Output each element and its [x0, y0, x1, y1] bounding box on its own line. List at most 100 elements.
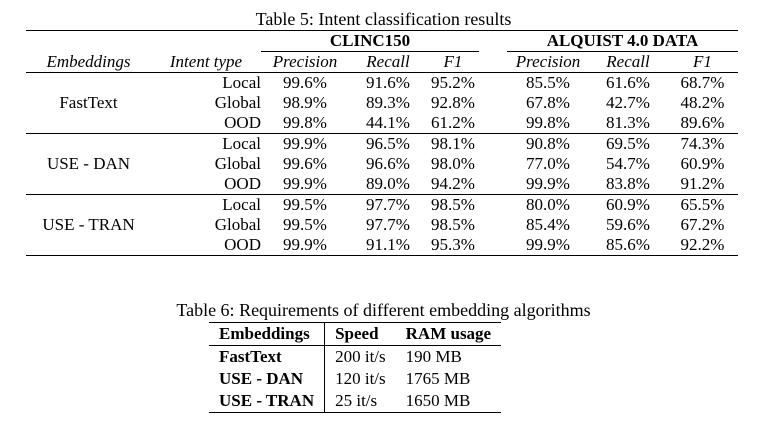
table-row: Global 99.5% 97.7% 98.5% 85.4% 59.6% 67.…	[26, 215, 738, 235]
speed-value: 120 it/s	[335, 369, 386, 388]
cell-value: 98.1%	[427, 133, 479, 154]
col-header-intent-type: Intent type	[169, 51, 243, 71]
table-row: USE - TRAN Local 99.5% 97.7% 98.5% 80.0%…	[26, 194, 738, 256]
cell-value: 69.5%	[589, 133, 667, 154]
cell-value: 99.6%	[283, 154, 327, 173]
cell-value: 74.3%	[667, 133, 738, 154]
cell-value: 95.2%	[427, 72, 479, 93]
col-header-ram-usage: RAM usage	[395, 322, 502, 346]
embedding-name: USE - DAN	[26, 133, 151, 195]
cell-value: 96.5%	[349, 133, 427, 154]
cell-value: 99.9%	[283, 174, 327, 193]
ram-value: 1650 MB	[395, 390, 502, 413]
col-header-recall: Recall	[366, 52, 410, 71]
intent-type: OOD	[151, 235, 261, 256]
table-row: OOD 99.9% 91.1% 95.3% 99.9% 85.6% 92.2%	[26, 235, 738, 256]
cell-value: 99.9%	[261, 235, 349, 256]
cell-value: 81.3%	[606, 113, 650, 132]
col-header-precision: Precision	[515, 52, 581, 71]
col-header-f1: F1	[443, 52, 463, 71]
speed-value: 200 it/s	[335, 347, 386, 366]
cell-value: 90.8%	[507, 133, 589, 154]
cell-value: 54.7%	[606, 154, 650, 173]
cell-value: 99.8%	[283, 113, 327, 132]
cell-value: 98.0%	[431, 154, 475, 173]
intent-type: Local	[151, 72, 261, 93]
cell-value: 68.7%	[667, 72, 738, 93]
cell-value: 97.7%	[366, 215, 410, 234]
table6-caption: Table 6: Requirements of different embed…	[176, 300, 591, 320]
embedding-requirements-table: Embeddings Speed RAM usage FastText 200 …	[209, 322, 502, 413]
cell-value: 97.7%	[349, 194, 427, 215]
col-header-recall: Recall	[606, 52, 650, 71]
cell-value: 92.2%	[667, 235, 738, 256]
intent-type: Local	[151, 133, 261, 154]
cell-value: 98.5%	[431, 215, 475, 234]
cell-value: 65.5%	[667, 194, 738, 215]
table-row: USE - DAN Local 99.9% 96.5% 98.1% 90.8% …	[26, 133, 738, 195]
cell-value: 99.6%	[261, 72, 349, 93]
cell-value: 61.2%	[431, 113, 475, 132]
cell-value: 44.1%	[366, 113, 410, 132]
col-header-f1: F1	[693, 52, 712, 71]
table5-group-header-row: CLINC150 ALQUIST 4.0 DATA	[26, 30, 738, 52]
ram-value: 190 MB	[405, 347, 462, 366]
cell-value: 99.9%	[526, 174, 570, 193]
table-row: Global 99.6% 96.6% 98.0% 77.0% 54.7% 60.…	[26, 154, 738, 174]
table-row: FastText 200 it/s 190 MB	[209, 345, 501, 368]
table-row: Global 98.9% 89.3% 92.8% 67.8% 42.7% 48.…	[26, 93, 738, 113]
cell-value: 91.2%	[680, 174, 725, 193]
intent-classification-table: CLINC150 ALQUIST 4.0 DATA Embeddings Int…	[26, 30, 738, 256]
embedding-name: USE - TRAN	[209, 390, 326, 413]
embedding-name: FastText	[26, 72, 151, 134]
intent-type: Global	[214, 93, 261, 112]
cell-value: 89.6%	[680, 113, 725, 132]
cell-value: 80.0%	[507, 194, 589, 215]
cell-value: 85.6%	[589, 235, 667, 256]
ram-value: 1765 MB	[405, 369, 471, 388]
cell-value: 96.6%	[366, 154, 410, 173]
cell-value: 95.3%	[427, 235, 479, 256]
embedding-name: USE - DAN	[209, 368, 326, 390]
group-header-alquist: ALQUIST 4.0 DATA	[507, 30, 738, 52]
table-row: OOD 99.8% 44.1% 61.2% 99.8% 81.3% 89.6%	[26, 113, 738, 134]
cell-value: 67.2%	[680, 215, 725, 234]
intent-type: OOD	[224, 113, 261, 132]
cell-value: 60.9%	[589, 194, 667, 215]
cell-value: 92.8%	[431, 93, 475, 112]
intent-type: Global	[214, 154, 261, 173]
table-row: FastText Local 99.6% 91.6% 95.2% 85.5% 6…	[26, 72, 738, 134]
embedding-name: FastText	[209, 345, 326, 368]
cell-value: 85.5%	[507, 72, 589, 93]
table-row: OOD 99.9% 89.0% 94.2% 99.9% 83.8% 91.2%	[26, 174, 738, 195]
cell-value: 67.8%	[526, 93, 570, 112]
cell-value: 60.9%	[680, 154, 725, 173]
cell-value: 99.5%	[261, 194, 349, 215]
cell-value: 99.8%	[526, 113, 570, 132]
cell-value: 99.5%	[283, 215, 327, 234]
intent-type: OOD	[224, 174, 261, 193]
col-header-speed: Speed	[324, 322, 396, 346]
cell-value: 77.0%	[526, 154, 570, 173]
col-header-embeddings: Embeddings	[46, 51, 131, 71]
intent-type: Local	[151, 194, 261, 215]
table6-header-row: Embeddings Speed RAM usage	[209, 322, 502, 346]
embedding-name: USE - TRAN	[26, 194, 151, 256]
cell-value: 89.0%	[366, 174, 410, 193]
table-row: USE - TRAN 25 it/s 1650 MB	[209, 390, 502, 413]
cell-value: 98.5%	[427, 194, 479, 215]
cell-value: 83.8%	[606, 174, 650, 193]
group-header-clinc: CLINC150	[261, 30, 479, 52]
intent-type: Global	[214, 215, 261, 234]
cell-value: 99.9%	[261, 133, 349, 154]
col-header-embeddings: Embeddings	[209, 322, 326, 346]
cell-value: 59.6%	[606, 215, 650, 234]
cell-value: 98.9%	[283, 93, 327, 112]
cell-value: 48.2%	[680, 93, 725, 112]
cell-value: 61.6%	[589, 72, 667, 93]
table5-column-header-row: Embeddings Intent type Precision Recall …	[26, 52, 738, 73]
table-row: USE - DAN 120 it/s 1765 MB	[209, 368, 501, 390]
speed-value: 25 it/s	[324, 390, 396, 413]
cell-value: 94.2%	[431, 174, 475, 193]
